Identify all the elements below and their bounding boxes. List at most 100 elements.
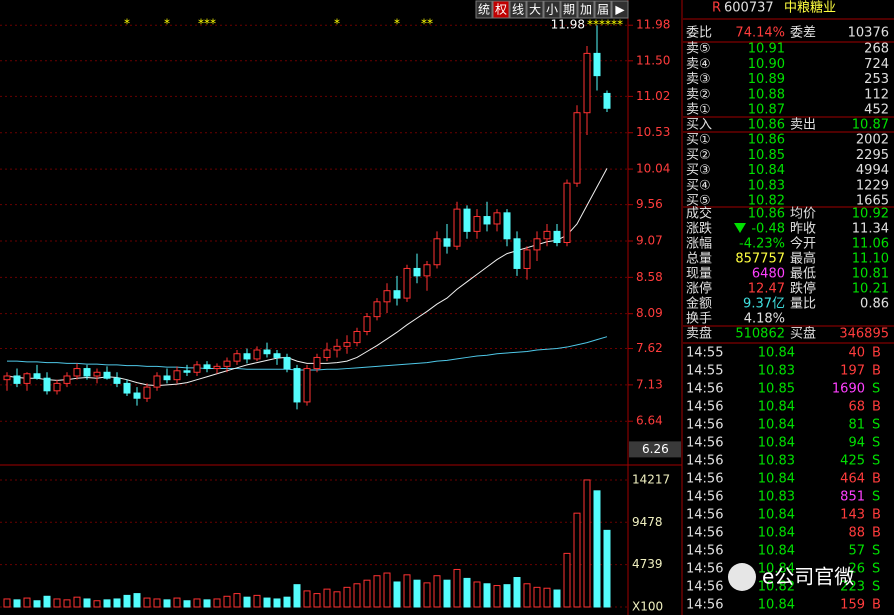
candle-body: [573, 112, 581, 184]
candle-body: [443, 238, 451, 247]
trade-side: S: [872, 436, 880, 451]
bid-label: 买①: [686, 133, 711, 148]
trade-side: S: [872, 454, 880, 469]
candle-body: [273, 353, 281, 358]
candle-body: [353, 330, 361, 344]
candle-body: [283, 356, 291, 370]
trade-side: B: [872, 598, 881, 613]
toolbar-button[interactable]: [475, 0, 493, 19]
field-value: 10.86: [748, 118, 785, 133]
trade-time: 14:55: [686, 364, 723, 379]
volume-bar: [413, 579, 421, 608]
y-tick-label: 11.98: [636, 18, 670, 32]
trade-volume: 81: [848, 418, 865, 433]
candle-body: [483, 216, 491, 225]
stock-code: 600737: [724, 1, 774, 16]
trade-volume: 223: [840, 580, 865, 595]
volume-bar: [553, 589, 561, 608]
volume-bar: [323, 588, 331, 608]
field-value: 510862: [735, 327, 785, 342]
toolbar-button[interactable]: [492, 0, 510, 19]
candle-body: [253, 349, 261, 360]
toolbar-button[interactable]: [560, 0, 578, 19]
volume-bar: [193, 598, 201, 608]
trade-side: B: [872, 346, 881, 361]
field-label: 金额: [686, 296, 712, 312]
volume-bar: [153, 598, 161, 608]
ask-price: 10.88: [748, 87, 785, 102]
ask-volume: 452: [864, 103, 889, 118]
candle-body: [23, 373, 31, 384]
trade-time: 14:56: [686, 472, 723, 487]
ask-label: 卖①: [686, 103, 711, 118]
toolbar-button[interactable]: [543, 0, 561, 19]
field-value: 11.34: [852, 222, 889, 237]
bid-volume: 2002: [856, 133, 889, 148]
toolbar-button[interactable]: [611, 0, 629, 19]
candle-body: [533, 238, 541, 251]
volume-bar: [63, 599, 71, 608]
toolbar-label[interactable]: 线: [512, 3, 524, 17]
candle-body: [173, 370, 181, 381]
toolbar-label[interactable]: 权: [495, 3, 507, 17]
candle-body: [293, 368, 301, 403]
trade-time: 14:56: [686, 580, 723, 595]
volume-bar: [43, 595, 51, 608]
field-value: 10.21: [852, 282, 889, 297]
bid-label: 买③: [686, 163, 711, 178]
toolbar-label[interactable]: 届: [597, 3, 609, 17]
axis-value-box: [629, 441, 681, 458]
trade-price: 10.84: [758, 544, 795, 559]
volume-bar: [233, 593, 241, 608]
candle-body: [393, 290, 401, 299]
trade-volume: 851: [840, 490, 865, 505]
field-label: 最低: [790, 267, 816, 282]
volume-bar: [213, 598, 221, 608]
quote-flag: R: [712, 1, 721, 16]
trade-volume: 1690: [832, 382, 865, 397]
axis-value: 6.26: [642, 442, 669, 456]
volume-bar: [173, 597, 181, 608]
toolbar-label[interactable]: 统: [478, 3, 490, 17]
ask-label: 卖③: [686, 72, 711, 87]
candle-body: [243, 353, 251, 360]
volume-bar: [343, 586, 351, 608]
trade-price: 10.84: [758, 472, 795, 487]
field-label: 昨收: [790, 222, 816, 237]
toolbar-label[interactable]: 加: [580, 3, 592, 17]
trade-side: S: [872, 490, 880, 505]
down-arrow: [734, 223, 746, 233]
field-value: 9.37亿: [743, 297, 785, 312]
candle-body: [163, 375, 171, 381]
candle-body: [263, 349, 271, 355]
bid-volume: 4994: [856, 163, 889, 178]
toolbar-button[interactable]: [509, 0, 527, 19]
bid-price: 10.82: [748, 194, 785, 209]
volume-bar: [563, 552, 571, 608]
trade-volume: 425: [840, 454, 865, 469]
signal-marker: **: [421, 17, 433, 31]
volume-bar: [103, 599, 111, 608]
candle-body: [143, 386, 151, 399]
trade-price: 10.85: [758, 382, 795, 397]
field-label: 总量: [686, 252, 712, 267]
toolbar-button[interactable]: [577, 0, 595, 19]
candle-body: [413, 267, 421, 277]
ask-volume: 112: [864, 87, 889, 102]
toolbar-label[interactable]: 期: [563, 3, 575, 17]
trade-volume: 40: [848, 346, 865, 361]
trade-side: S: [872, 418, 880, 433]
toolbar-label[interactable]: 大: [529, 3, 541, 17]
volume-bar: [53, 598, 61, 608]
candle-body: [13, 375, 21, 384]
toolbar-button[interactable]: [594, 0, 612, 19]
toolbar-button[interactable]: [526, 0, 544, 19]
candle-body: [493, 212, 501, 225]
y-tick-label: 11.02: [636, 89, 670, 103]
ask-volume: 268: [864, 42, 889, 57]
volume-bar: [463, 577, 471, 608]
toolbar-label[interactable]: ▶: [615, 3, 625, 17]
field-label: 换手: [686, 312, 712, 327]
toolbar-label[interactable]: 小: [546, 3, 558, 17]
